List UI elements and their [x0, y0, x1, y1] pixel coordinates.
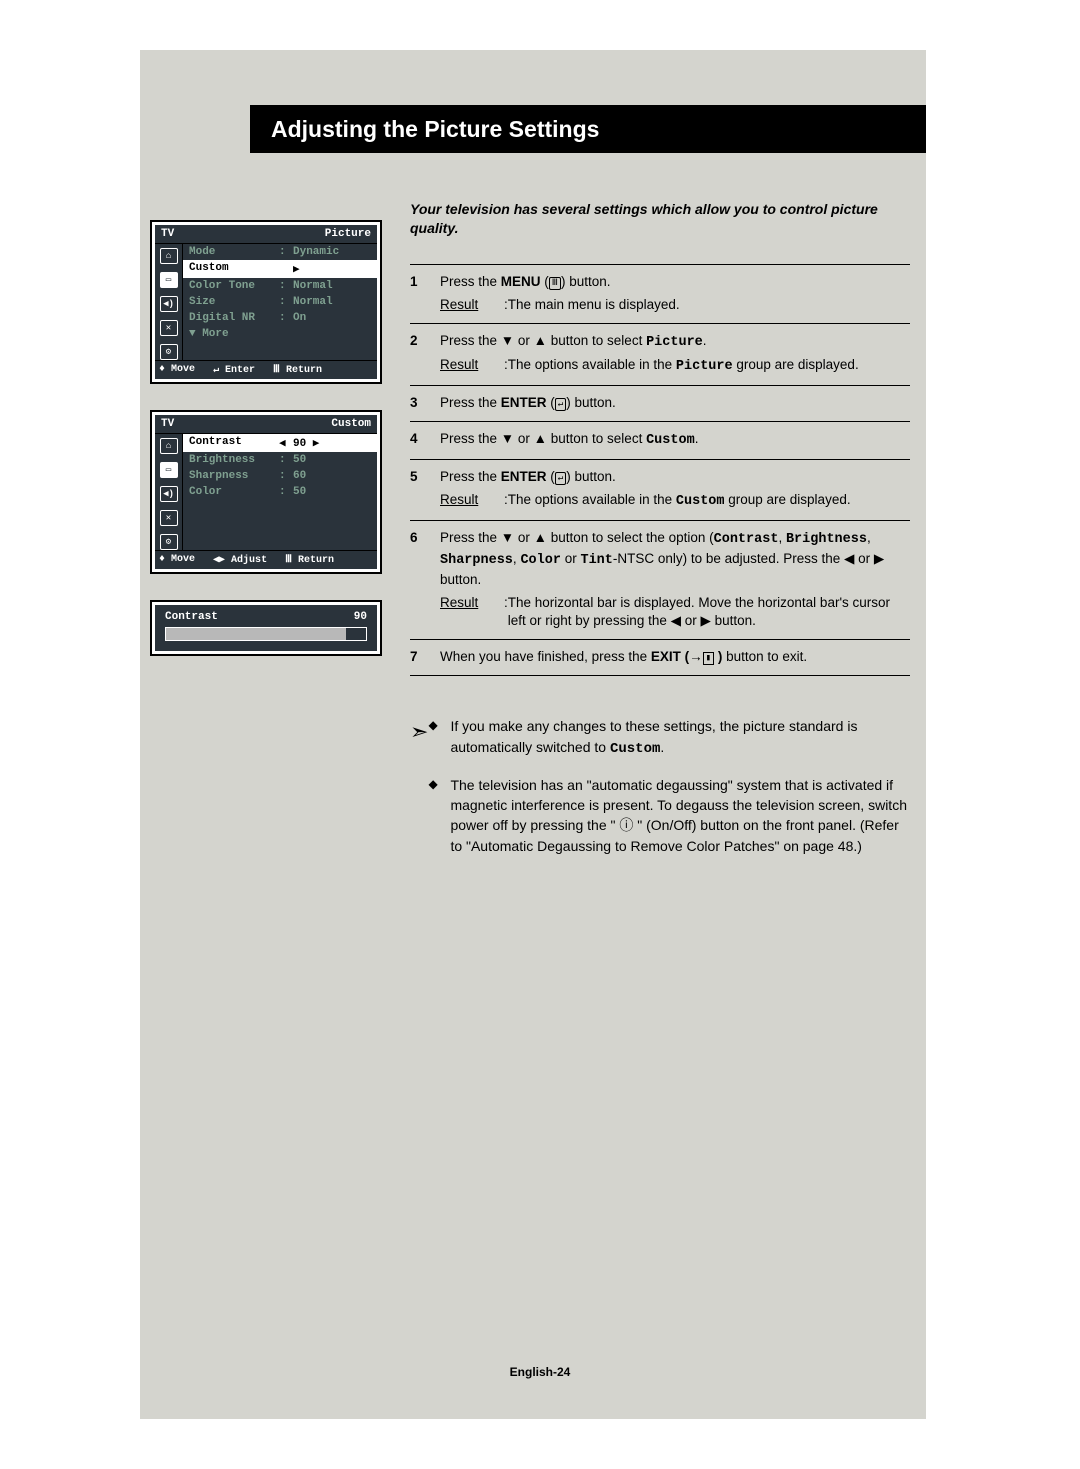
- step: 5Press the ENTER (↵) button.Result: The …: [410, 459, 910, 520]
- channel-icon: ✕: [160, 320, 178, 336]
- osd-row: Contrast◀90 ▶: [183, 434, 377, 452]
- osd-row: Color:50: [183, 484, 377, 500]
- bar-label: Contrast: [165, 611, 218, 623]
- page-title-bar: Adjusting the Picture Settings: [250, 105, 926, 153]
- osd-foot-enter: ↵ Enter: [213, 364, 255, 376]
- osd-foot-move: ♦ Move: [159, 364, 195, 376]
- notes-section: ➣ If you make any changes to these setti…: [410, 716, 910, 872]
- osd-title-left: TV: [161, 228, 174, 240]
- sound-icon: ◀): [160, 296, 178, 312]
- osd-contrast-bar: Contrast 90: [150, 600, 382, 656]
- tv-icon: ⌂: [160, 248, 178, 264]
- osd-foot-adjust: ◀▶ Adjust: [213, 554, 267, 566]
- osd-foot-return: Ⅲ Return: [285, 554, 334, 566]
- step: 7When you have finished, press the EXIT …: [410, 639, 910, 676]
- step: 2Press the ▼ or ▲ button to select Pictu…: [410, 323, 910, 386]
- osd-icons: ⌂ ▭ ◀) ✕ ⚙: [155, 434, 183, 550]
- osd-row: Mode:Dynamic: [183, 244, 377, 260]
- channel-icon: ✕: [160, 510, 178, 526]
- tv-icon: ⌂: [160, 438, 178, 454]
- step: 4Press the ▼ or ▲ button to select Custo…: [410, 421, 910, 459]
- page-title: Adjusting the Picture Settings: [271, 116, 599, 143]
- picture-icon: ▭: [160, 462, 178, 478]
- osd-row: Brightness:50: [183, 452, 377, 468]
- osd-foot-move: ♦ Move: [159, 554, 195, 566]
- bar-value: 90: [354, 611, 367, 623]
- bar-fill: [166, 628, 346, 640]
- osd-row: Color Tone:Normal: [183, 278, 377, 294]
- osd-icons: ⌂ ▭ ◀) ✕ ⚙: [155, 244, 183, 360]
- osd-custom-menu: TV Custom ⌂ ▭ ◀) ✕ ⚙ Contrast◀90 ▶Bright…: [150, 410, 382, 574]
- setup-icon: ⚙: [160, 344, 178, 360]
- step: 6Press the ▼ or ▲ button to select the o…: [410, 520, 910, 639]
- osd-picture-menu: TV Picture ⌂ ▭ ◀) ✕ ⚙ Mode:DynamicCustom…: [150, 220, 382, 384]
- osd-row: Custom▶: [183, 260, 377, 278]
- note-item: The television has an "automatic degauss…: [428, 775, 910, 856]
- setup-icon: ⚙: [160, 534, 178, 550]
- osd-title-right: Picture: [325, 228, 371, 240]
- osd-row: ▼ More: [183, 326, 377, 342]
- picture-icon: ▭: [160, 272, 178, 288]
- osd-row: Size:Normal: [183, 294, 377, 310]
- osd-title-right: Custom: [331, 418, 371, 430]
- intro-text: Your television has several settings whi…: [410, 200, 910, 238]
- pointer-icon: ➣: [410, 716, 428, 872]
- step: 3Press the ENTER (↵) button.: [410, 385, 910, 421]
- step: 1Press the MENU (Ⅲ) button.Result: The m…: [410, 264, 910, 323]
- bar-track: [165, 627, 367, 641]
- note-item: If you make any changes to these setting…: [428, 716, 910, 759]
- page-number: English-24: [510, 1365, 571, 1379]
- osd-row: Digital NR:On: [183, 310, 377, 326]
- osd-row: Sharpness:60: [183, 468, 377, 484]
- sound-icon: ◀): [160, 486, 178, 502]
- osd-title-left: TV: [161, 418, 174, 430]
- osd-foot-return: Ⅲ Return: [273, 364, 322, 376]
